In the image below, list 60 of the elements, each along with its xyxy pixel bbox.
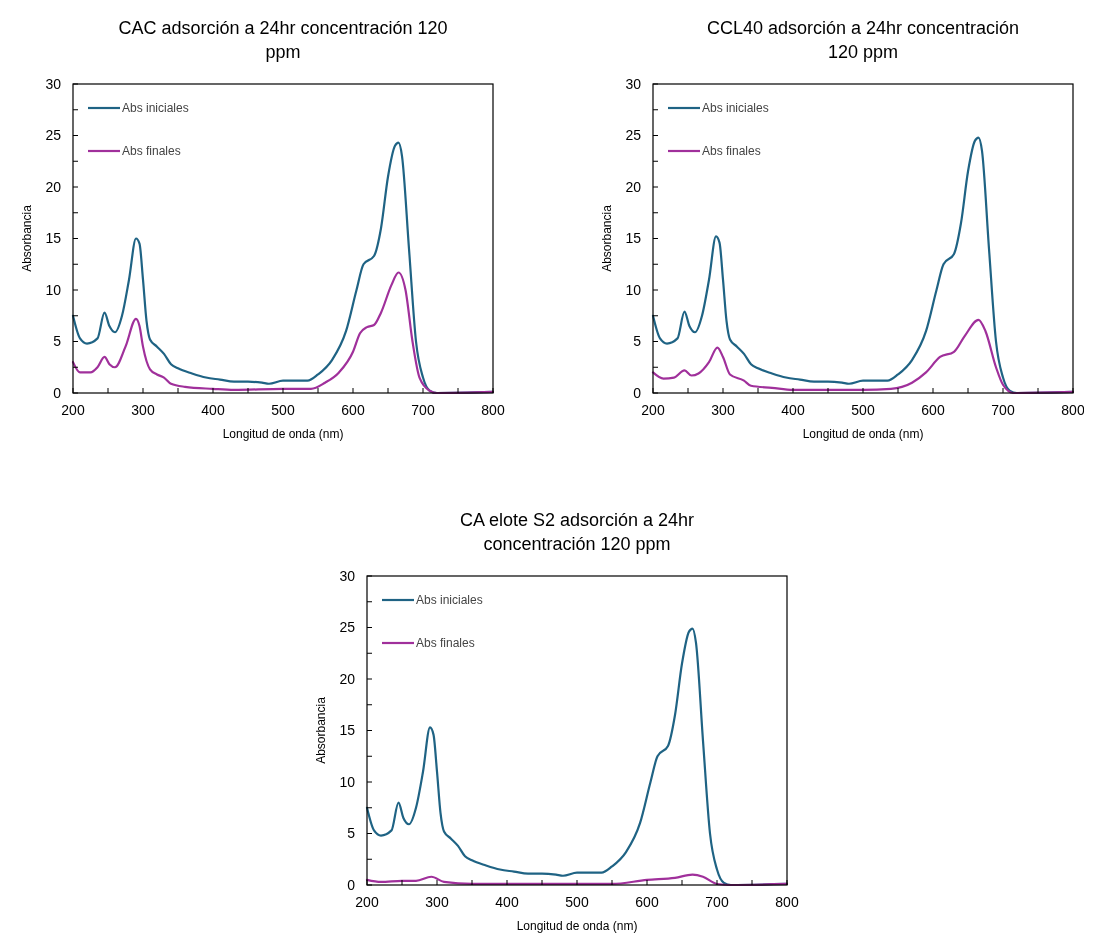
- chart-title: CA elote S2 adsorción a 24hr concentración 120 ppm: [459, 510, 695, 554]
- y-axis-title: Absorbancia: [20, 204, 34, 272]
- y-tick-label: 15: [45, 230, 62, 247]
- y-tick-label: 20: [339, 670, 356, 687]
- x-tick-label: 600: [341, 402, 365, 418]
- y-tick-label: 25: [45, 127, 62, 144]
- legend-label: Abs finales: [416, 636, 475, 651]
- x-tick-label: 400: [781, 402, 805, 418]
- x-tick-label: 200: [355, 894, 379, 910]
- x-tick-label: 200: [61, 402, 85, 418]
- x-tick-label: 800: [775, 894, 799, 910]
- y-tick-label: 0: [53, 384, 62, 401]
- y-tick-label: 10: [625, 281, 642, 298]
- y-tick-label: 15: [339, 722, 356, 739]
- x-tick-label: 400: [495, 894, 519, 910]
- x-axis-title: Longitud de onda (nm): [516, 919, 638, 933]
- y-tick-label: 10: [45, 281, 62, 298]
- line-series: [71, 271, 495, 395]
- y-tick-label: 5: [53, 333, 62, 350]
- x-tick-label: 400: [201, 402, 225, 418]
- y-tick-label: 20: [625, 178, 642, 195]
- legend-label: Abs finales: [702, 144, 761, 159]
- x-tick-label: 700: [991, 402, 1015, 418]
- x-tick-label: 800: [1061, 402, 1085, 418]
- x-axis-title: Longitud de onda (nm): [222, 427, 344, 441]
- x-tick-label: 800: [481, 402, 505, 418]
- x-tick-label: 300: [711, 402, 735, 418]
- legend-label: Abs finales: [122, 144, 181, 159]
- x-tick-label: 600: [921, 402, 945, 418]
- y-tick-label: 0: [633, 384, 642, 401]
- y-tick-label: 25: [339, 619, 356, 636]
- y-tick-label: 5: [347, 825, 356, 842]
- x-tick-label: 600: [635, 894, 659, 910]
- y-tick-label: 0: [347, 876, 356, 893]
- chart-title: CCL40 adsorción a 24hr concentración 120 ppm: [706, 18, 1020, 62]
- line-series: [651, 318, 1075, 395]
- y-tick-label: 30: [339, 567, 356, 584]
- x-tick-label: 700: [411, 402, 435, 418]
- legend-label: Abs iniciales: [122, 101, 189, 116]
- chart-title: CAC adsorción a 24hr concentración 120 ppm: [118, 18, 448, 62]
- y-tick-label: 5: [633, 333, 642, 350]
- legend-label: Abs iniciales: [702, 101, 769, 116]
- x-tick-label: 500: [565, 894, 589, 910]
- legend-label: Abs iniciales: [416, 593, 483, 608]
- x-tick-label: 700: [705, 894, 729, 910]
- x-tick-label: 200: [641, 402, 665, 418]
- y-tick-label: 10: [339, 773, 356, 790]
- x-tick-label: 500: [851, 402, 875, 418]
- x-tick-label: 300: [425, 894, 449, 910]
- y-tick-label: 30: [625, 75, 642, 92]
- x-tick-label: 300: [131, 402, 155, 418]
- y-axis-title: Absorbancia: [314, 696, 328, 764]
- line-series: [365, 873, 789, 887]
- y-tick-label: 25: [625, 127, 642, 144]
- y-tick-label: 30: [45, 75, 62, 92]
- y-tick-label: 20: [45, 178, 62, 195]
- x-axis-title: Longitud de onda (nm): [802, 427, 924, 441]
- x-tick-label: 500: [271, 402, 295, 418]
- y-tick-label: 15: [625, 230, 642, 247]
- y-axis-title: Absorbancia: [600, 204, 614, 272]
